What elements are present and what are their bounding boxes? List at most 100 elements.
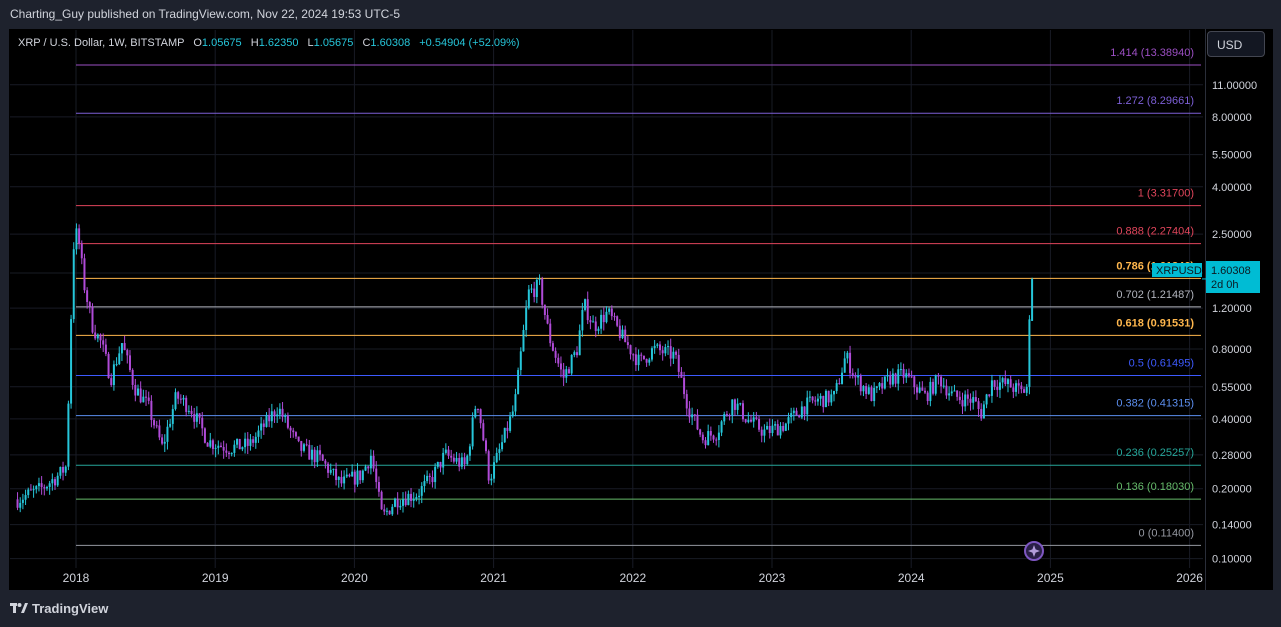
candle-body bbox=[281, 408, 284, 418]
candle-body bbox=[741, 403, 744, 420]
candle-body bbox=[616, 316, 619, 326]
y-tick-label: 11.00000 bbox=[1212, 80, 1257, 92]
currency-button[interactable]: USD bbox=[1207, 31, 1265, 57]
candle-body bbox=[54, 479, 57, 486]
candle-body bbox=[964, 394, 967, 407]
candle-body bbox=[474, 408, 477, 418]
candle-body bbox=[578, 330, 581, 356]
candle-body bbox=[950, 391, 953, 394]
candle-body bbox=[244, 438, 247, 448]
candle-body bbox=[51, 479, 54, 484]
candle-body bbox=[37, 483, 40, 487]
low-value: 1.05675 bbox=[314, 37, 354, 49]
y-axis-labels: 11.000008.000005.500004.000002.500001.70… bbox=[1212, 80, 1257, 566]
candle-body bbox=[273, 411, 276, 417]
candle-body bbox=[894, 373, 897, 384]
candle-body bbox=[624, 329, 627, 343]
candle-body bbox=[811, 396, 814, 401]
candle-body bbox=[45, 486, 48, 489]
candle-body bbox=[340, 476, 343, 484]
candle-body bbox=[704, 440, 707, 446]
candle-body bbox=[990, 380, 993, 396]
candle-body bbox=[594, 321, 597, 331]
candle-body bbox=[238, 438, 241, 450]
candle-body bbox=[56, 475, 59, 486]
candle-body bbox=[985, 394, 988, 405]
candle-body bbox=[977, 401, 980, 410]
candle-body bbox=[163, 441, 166, 444]
candle-body bbox=[294, 432, 297, 437]
candle-body bbox=[873, 387, 876, 401]
candle-body bbox=[80, 243, 83, 259]
fib-label: 0.618 (0.91531) bbox=[1116, 317, 1194, 329]
candle-body bbox=[640, 354, 643, 356]
candle-body bbox=[345, 474, 348, 477]
candle-body bbox=[870, 387, 873, 401]
close-value: 1.60308 bbox=[370, 37, 410, 49]
candle-body bbox=[150, 400, 153, 420]
candle-body bbox=[265, 414, 268, 427]
candle-body bbox=[776, 424, 779, 436]
price-axis[interactable] bbox=[1205, 29, 1273, 590]
candle-body bbox=[284, 415, 287, 418]
candle-body bbox=[527, 289, 530, 308]
candle-body bbox=[412, 498, 415, 501]
candle-body bbox=[171, 409, 174, 424]
fib-label: 0 (0.11400) bbox=[1139, 527, 1194, 539]
candle-body bbox=[953, 390, 956, 392]
candle-body bbox=[313, 449, 316, 463]
candle-body bbox=[945, 385, 948, 396]
candle-body bbox=[236, 438, 239, 445]
candle-body bbox=[142, 396, 145, 403]
candle-body bbox=[479, 409, 482, 424]
candle-body bbox=[332, 468, 335, 470]
candle-body bbox=[198, 413, 201, 418]
candle-body bbox=[495, 452, 498, 463]
candle-body bbox=[750, 419, 753, 422]
candle-body bbox=[849, 352, 852, 374]
candle-body bbox=[843, 358, 846, 373]
y-tick-label: 8.00000 bbox=[1212, 112, 1252, 124]
candle-body bbox=[551, 343, 554, 351]
event-marker-icon[interactable] bbox=[1024, 541, 1044, 561]
tradingview-brand: TradingView bbox=[32, 601, 109, 616]
fib-label: 0.236 (0.25257) bbox=[1116, 447, 1194, 459]
candle-body bbox=[803, 406, 806, 415]
candle-body bbox=[319, 450, 322, 455]
candle-body bbox=[471, 417, 474, 447]
candle-body bbox=[683, 377, 686, 395]
candle-body bbox=[161, 437, 164, 444]
tradingview-logo-icon bbox=[10, 603, 28, 613]
candle-body bbox=[932, 381, 935, 394]
candle-body bbox=[329, 469, 332, 473]
candle-body bbox=[889, 375, 892, 385]
candle-body bbox=[525, 307, 528, 331]
candle-body bbox=[549, 323, 552, 344]
candle-body bbox=[819, 395, 822, 399]
chart-pane[interactable] bbox=[9, 29, 1205, 590]
x-tick-label: 2019 bbox=[202, 571, 229, 585]
fib-label: 0.888 (2.27404) bbox=[1116, 226, 1194, 238]
y-tick-label: 0.40000 bbox=[1212, 414, 1252, 426]
candle-body bbox=[364, 466, 367, 471]
candle-body bbox=[356, 470, 359, 485]
candle-body bbox=[586, 299, 589, 321]
candle-body bbox=[72, 249, 75, 320]
candle-body bbox=[581, 309, 584, 331]
top-bar: Charting_Guy published on TradingView.co… bbox=[0, 0, 1281, 28]
candle-body bbox=[442, 452, 445, 468]
candle-body bbox=[99, 334, 102, 341]
candle-body bbox=[501, 442, 504, 450]
x-tick-label: 2022 bbox=[619, 571, 646, 585]
candle-body bbox=[648, 359, 651, 363]
symbol-title: XRP / U.S. Dollar, 1W, BITSTAMP O1.05675… bbox=[18, 37, 520, 49]
candle-body bbox=[305, 444, 308, 446]
candle-body bbox=[798, 415, 801, 418]
candle-body bbox=[592, 321, 595, 323]
tradingview-logo[interactable]: TradingView bbox=[10, 601, 108, 616]
high-value: 1.62350 bbox=[259, 37, 299, 49]
candle-body bbox=[929, 381, 932, 402]
candle-body bbox=[766, 425, 769, 430]
candle-body bbox=[691, 414, 694, 418]
